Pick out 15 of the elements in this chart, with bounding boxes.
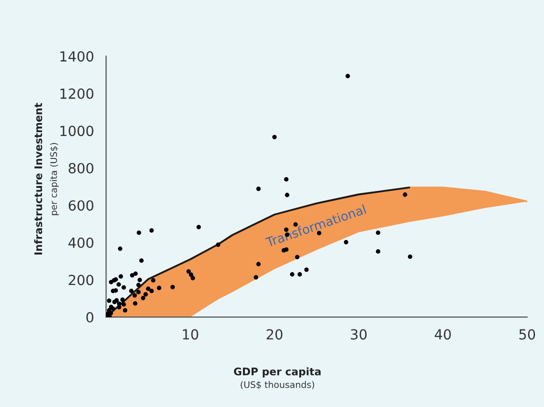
x-tick-label: 30 (350, 329, 367, 340)
y-tick-label: 0 (86, 312, 94, 323)
y-tick-label: 1400 (60, 51, 94, 62)
x-tick-label: 50 (519, 329, 536, 340)
y-tick-label: 600 (68, 200, 94, 211)
x-tick-label: 40 (434, 329, 451, 340)
y-tick-label: 800 (68, 162, 94, 174)
y-tick-label: 400 (68, 237, 94, 248)
x-axis-title: GDP per capita (US$ thousands) (234, 367, 321, 390)
y-axis-title: Infrastructure Investment per capita (US$) (34, 102, 59, 254)
y-tick-label: 200 (68, 274, 94, 286)
y-tick-label: 1000 (60, 126, 94, 136)
x-tick-label: 10 (182, 329, 198, 340)
x-tick-label: 20 (266, 329, 282, 340)
y-tick-label: 1200 (60, 88, 94, 99)
